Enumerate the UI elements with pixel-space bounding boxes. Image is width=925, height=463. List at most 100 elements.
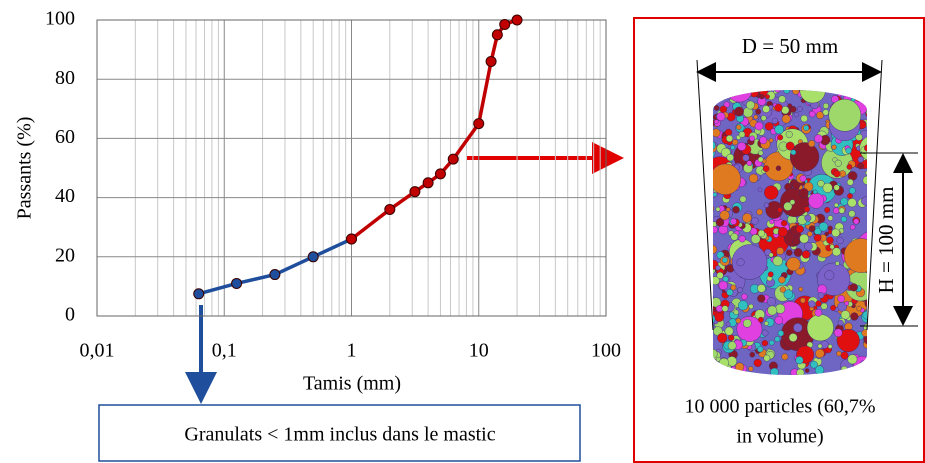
particle [859,135,867,162]
particle [862,310,867,320]
particle [790,149,797,156]
particle [713,365,723,375]
particle [788,333,798,342]
particle [866,334,867,344]
particle [822,182,833,193]
particle [764,122,774,131]
particle [820,302,828,310]
particle [759,136,768,145]
particle [845,147,852,154]
particle [837,295,845,303]
point [193,288,205,300]
particle [795,356,804,365]
particle [847,198,857,208]
particle [824,231,829,237]
particle [725,321,731,327]
particle [838,207,845,214]
y-tick-label: 40 [55,185,75,207]
particle [783,289,794,299]
particle [772,255,783,267]
particle [793,323,803,333]
particle [789,199,796,205]
particle [792,181,801,190]
particle [713,140,716,150]
particle [767,305,778,316]
particle [848,187,856,195]
particle [757,346,764,353]
particle [753,114,759,120]
particle [861,196,867,206]
y-tick-label: 80 [55,67,75,89]
particle [713,267,714,276]
particle [731,244,768,280]
particle [771,117,778,124]
particle [728,334,735,341]
particle [714,311,725,322]
particle [764,185,779,200]
particle [713,90,719,97]
particle [834,202,839,208]
particle [703,309,710,316]
point [422,177,434,189]
particle [792,90,800,95]
particle [715,90,725,99]
particle [753,358,762,368]
particle [724,326,734,336]
particle [785,249,793,256]
particle [816,111,824,119]
particle [812,189,818,195]
particle [870,166,878,174]
particle [840,197,849,206]
particle [713,349,718,359]
particle [768,138,774,143]
particle [720,93,727,100]
particle [714,119,719,125]
particle [831,228,840,238]
particle [774,336,781,342]
particle [832,247,841,257]
particle [757,229,766,238]
particle [868,303,877,312]
particle [757,284,766,293]
x-axis-label: Tamis (mm) [303,373,401,395]
particle [713,146,716,159]
particle [804,90,810,92]
particle [872,142,877,147]
particle [871,338,875,342]
particle [713,244,718,254]
particle [807,231,813,237]
particle [846,90,852,92]
particle [775,165,782,171]
particle [713,313,716,325]
particle [862,362,867,367]
particle [749,351,756,358]
particle [732,206,740,214]
particle [795,225,804,234]
particle [738,300,749,311]
particle [726,90,733,94]
particle [864,144,867,152]
particle [862,175,867,185]
particle [726,90,732,97]
particle [730,145,736,151]
particle [713,91,721,102]
particle [755,108,762,115]
particle [734,106,744,117]
particle [704,147,712,155]
particle [738,235,746,243]
caption-line: in volume) [736,426,823,448]
particle [848,210,856,218]
particle [865,109,867,118]
particle [799,233,809,244]
particle [703,325,708,330]
particle [826,236,834,244]
particle [738,131,746,138]
y-tick-label: 60 [55,126,75,148]
particle [769,219,775,225]
particle [863,334,867,345]
particle [868,208,872,212]
particle [797,106,803,112]
particle [843,238,867,273]
point [384,203,396,215]
particle [814,308,823,317]
